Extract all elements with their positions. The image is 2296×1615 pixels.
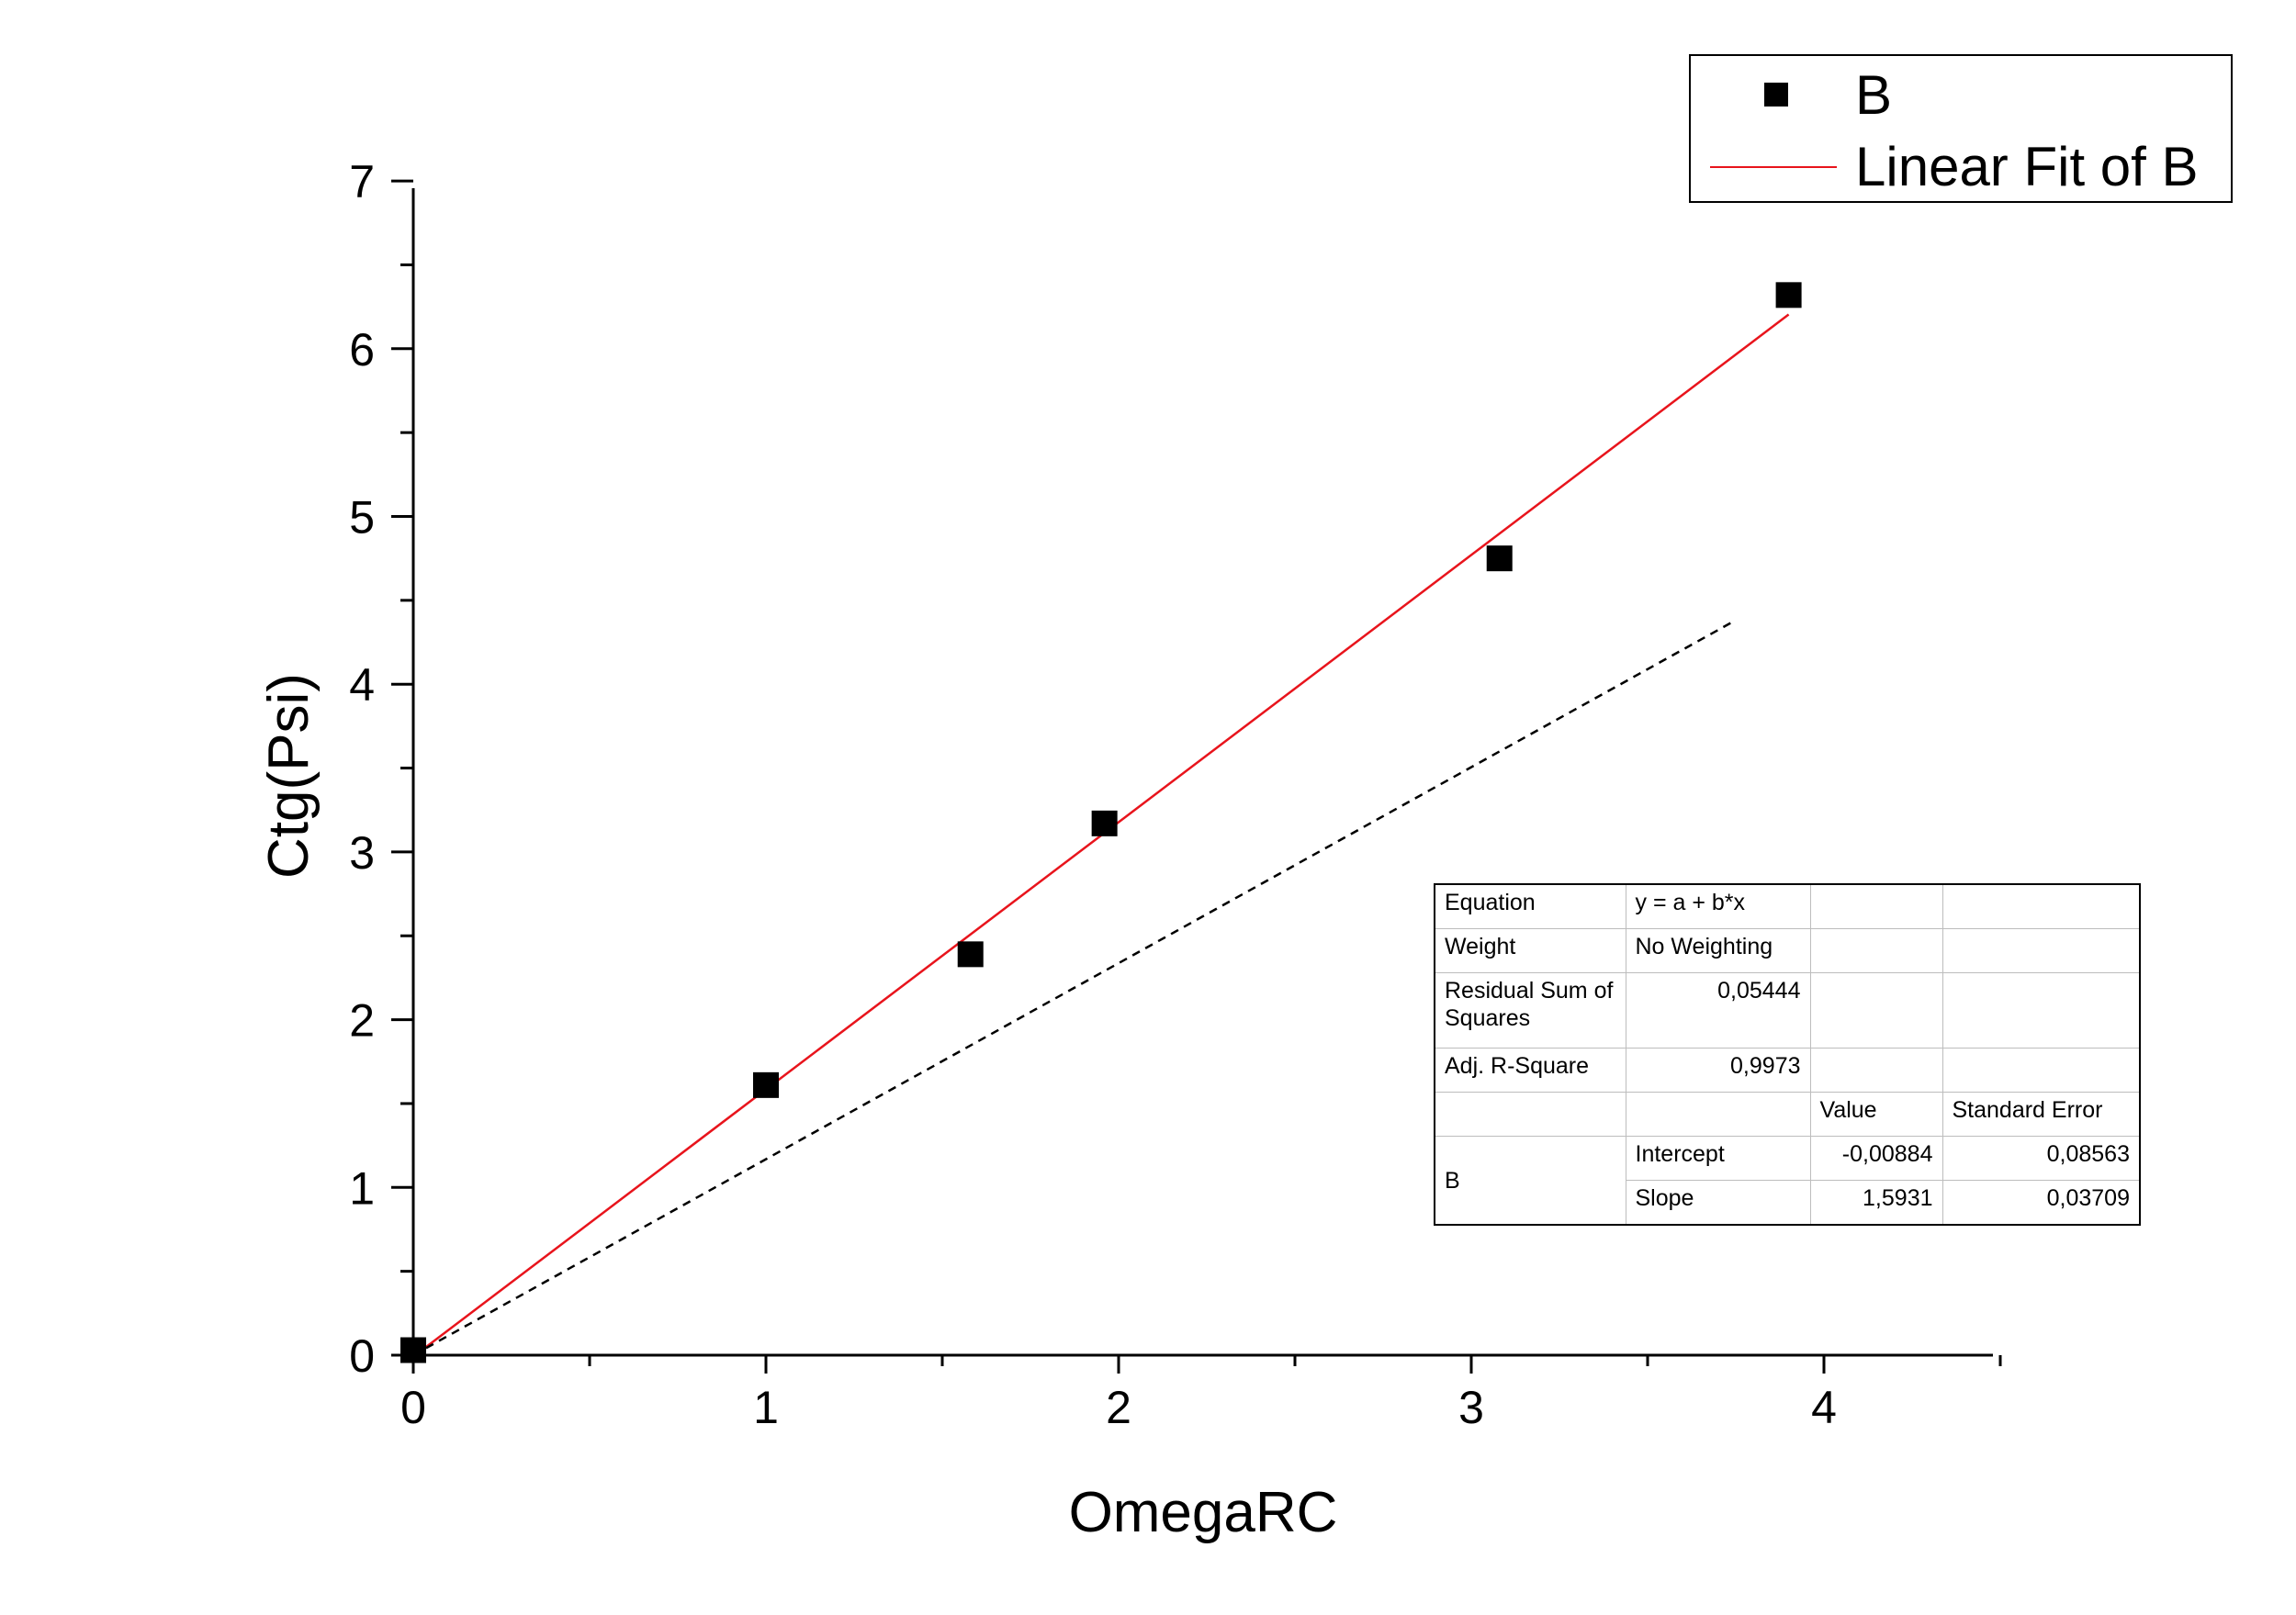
y-tick-label: 4	[349, 659, 375, 711]
row-label: Weight	[1434, 928, 1626, 973]
y-tick-label: 1	[349, 1162, 375, 1214]
y-tick-label: 0	[349, 1330, 375, 1382]
x-tick-label: 3	[1458, 1382, 1484, 1433]
data-point	[957, 941, 984, 968]
data-point	[753, 1071, 779, 1098]
x-tick-label: 2	[1106, 1382, 1131, 1433]
legend-marker-square	[1764, 83, 1788, 107]
table-header-row: Value Standard Error	[1434, 1092, 2141, 1137]
x-tick-label: 0	[400, 1382, 426, 1433]
legend: B Linear Fit of B	[1689, 54, 2233, 203]
y-tick-label: 5	[349, 492, 375, 544]
row-value: 0,9973	[1625, 1048, 1811, 1093]
fit-results-table: Equation y = a + b*x Weight No Weighting…	[1434, 883, 2141, 1226]
x-axis-title: OmegaRC	[1069, 1481, 1338, 1544]
x-tick-label: 4	[1811, 1382, 1837, 1433]
legend-label-fit: Linear Fit of B	[1855, 136, 2199, 197]
row-label: Adj. R-Square	[1434, 1048, 1626, 1093]
table-row: Adj. R-Square 0,9973	[1434, 1048, 2141, 1093]
table-row: B Intercept -0,00884 0,08563	[1434, 1136, 2141, 1226]
data-point	[1775, 282, 1802, 308]
group-label: B	[1434, 1136, 1626, 1226]
row-value: 0,05444	[1625, 972, 1811, 1049]
table-row: Equation y = a + b*x	[1434, 883, 2141, 929]
param-error: 0,08563	[1941, 1136, 2141, 1181]
error-header: Standard Error	[1941, 1092, 2141, 1137]
x-tick-label: 1	[753, 1382, 779, 1433]
dashed-reference-line	[412, 621, 1733, 1357]
y-axis-title: Ctg(Psi)	[257, 673, 321, 879]
param-name: Slope	[1625, 1180, 1811, 1226]
value-header: Value	[1809, 1092, 1943, 1137]
data-point	[1091, 810, 1118, 836]
table-row: Residual Sum of Squares 0,05444	[1434, 972, 2141, 1049]
table-row: Slope 1,5931 0,03709	[1435, 1180, 2141, 1226]
row-value: No Weighting	[1625, 928, 1811, 973]
y-tick-label: 7	[349, 156, 375, 207]
param-value: -0,00884	[1809, 1136, 1943, 1181]
y-tick-label: 3	[349, 827, 375, 879]
table-row: Weight No Weighting	[1434, 928, 2141, 973]
data-point	[1486, 545, 1513, 572]
y-tick-label: 2	[349, 995, 375, 1047]
row-value: y = a + b*x	[1625, 883, 1811, 929]
param-name: Intercept	[1625, 1136, 1811, 1181]
legend-label-b: B	[1855, 64, 1892, 126]
legend-box	[1689, 54, 2233, 203]
param-error: 0,03709	[1941, 1180, 2141, 1226]
row-label: Equation	[1434, 883, 1626, 929]
param-value: 1,5931	[1809, 1180, 1943, 1226]
row-label: Residual Sum of Squares	[1434, 972, 1626, 1049]
y-tick-label: 6	[349, 324, 375, 376]
